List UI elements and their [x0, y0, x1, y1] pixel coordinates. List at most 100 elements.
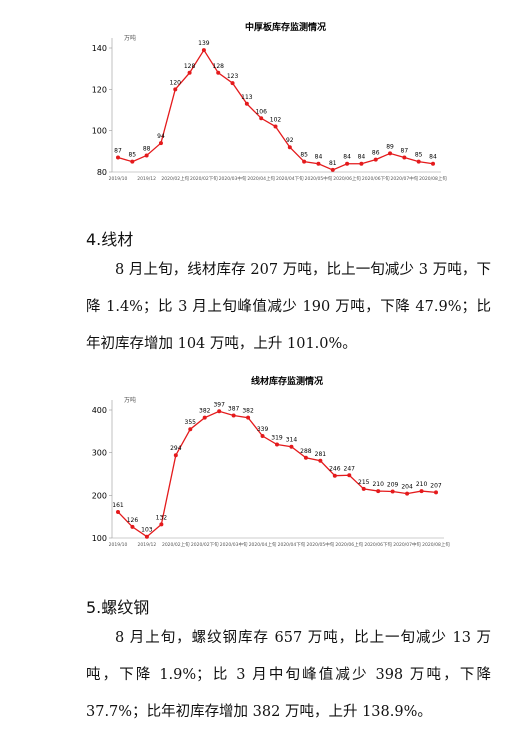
data-label: 209 — [387, 481, 399, 488]
point — [405, 491, 410, 496]
y-tick-label: 140 — [92, 44, 107, 53]
point — [332, 473, 337, 478]
point — [316, 161, 321, 166]
data-label: 128 — [213, 63, 225, 70]
unit-label: 万吨 — [124, 396, 136, 404]
point — [202, 415, 207, 420]
data-label: 85 — [415, 152, 423, 159]
point — [259, 116, 264, 121]
data-label: 281 — [315, 451, 327, 458]
data-label: 387 — [228, 406, 240, 413]
data-label: 210 — [416, 481, 428, 488]
point — [188, 427, 193, 432]
data-label: 84 — [429, 154, 437, 161]
point — [390, 489, 395, 494]
point — [347, 473, 352, 478]
x-tick-label: 2020/02上旬 — [161, 175, 189, 182]
data-label: 85 — [128, 152, 136, 159]
data-label: 92 — [286, 137, 294, 144]
point — [359, 161, 364, 166]
point — [217, 409, 222, 414]
data-label: 319 — [271, 435, 283, 442]
point — [246, 415, 251, 420]
x-tick-label: 2019/10 — [109, 176, 128, 182]
y-tick-label: 100 — [92, 534, 107, 543]
point — [361, 486, 366, 491]
data-label: 397 — [213, 401, 225, 408]
data-label: 87 — [401, 148, 409, 155]
data-label: 103 — [141, 527, 153, 534]
x-tick-label: 2020/07中旬 — [393, 541, 421, 548]
point — [173, 87, 178, 92]
x-tick-label: 2019/10 — [109, 542, 128, 548]
point — [431, 161, 435, 166]
data-label: 88 — [143, 145, 151, 152]
data-label: 246 — [329, 466, 341, 473]
data-label: 294 — [170, 445, 182, 452]
point — [402, 155, 407, 160]
x-tick-label: 2020/06上旬 — [335, 541, 363, 548]
point — [273, 124, 278, 129]
point — [130, 524, 135, 529]
point — [260, 434, 265, 439]
x-tick-label: 2020/06上旬 — [333, 175, 361, 182]
point — [201, 48, 206, 53]
point — [318, 458, 323, 463]
x-tick-label: 2020/04上旬 — [247, 175, 275, 182]
point — [330, 167, 335, 172]
data-label: 106 — [255, 108, 267, 115]
point — [187, 70, 192, 75]
point — [303, 455, 308, 460]
point — [302, 159, 307, 164]
data-label: 132 — [156, 514, 168, 521]
x-tick-label: 2020/03中旬 — [219, 175, 247, 182]
data-label: 94 — [157, 133, 165, 140]
y-tick-label: 120 — [92, 85, 107, 94]
point — [388, 151, 393, 156]
data-label: 139 — [198, 40, 210, 47]
data-label: 120 — [170, 79, 182, 86]
chart-title: 中厚板库存监测情况 — [245, 21, 326, 33]
paragraph: 8 月上旬，线材库存 207 万吨，比上一旬减少 3 万吨，下降 1.4%；比 … — [86, 262, 491, 352]
data-label: 128 — [184, 63, 196, 70]
point — [287, 145, 292, 150]
point — [416, 159, 421, 164]
x-tick-label: 2020/04上旬 — [249, 541, 277, 548]
point — [231, 413, 236, 418]
data-label: 207 — [430, 482, 442, 489]
y-tick-label: 400 — [92, 406, 107, 415]
data-label: 204 — [401, 484, 413, 491]
point — [116, 155, 120, 160]
x-tick-label: 2020/04下旬 — [278, 541, 306, 548]
x-tick-label: 2019/12 — [138, 542, 157, 548]
data-label: 161 — [112, 502, 124, 509]
point — [376, 489, 381, 494]
line — [117, 48, 434, 171]
x-tick-label: 2020/06下旬 — [364, 541, 392, 548]
point — [130, 159, 135, 164]
data-label: 382 — [242, 408, 254, 415]
data-label: 210 — [372, 481, 384, 488]
x-tick-label: 2020/04下旬 — [276, 175, 304, 182]
data-label: 102 — [270, 117, 282, 124]
y-tick-label: 100 — [92, 127, 107, 136]
data-label: 87 — [114, 148, 122, 155]
data-label: 86 — [372, 150, 380, 157]
section-heading: 4.线材 — [86, 230, 134, 249]
data-label: 113 — [241, 94, 253, 101]
point — [216, 70, 221, 75]
point — [373, 157, 378, 162]
data-label: 84 — [358, 154, 366, 161]
data-label: 314 — [286, 437, 298, 444]
section-heading: 5.螺纹钢 — [86, 598, 150, 617]
x-tick-label: 2020/08上旬 — [422, 541, 450, 548]
x-tick-label: 2020/02下旬 — [190, 175, 218, 182]
point — [244, 101, 249, 106]
data-label: 84 — [343, 154, 351, 161]
x-tick-label: 2020/02下旬 — [191, 541, 219, 548]
point — [173, 453, 178, 458]
point — [275, 442, 279, 447]
